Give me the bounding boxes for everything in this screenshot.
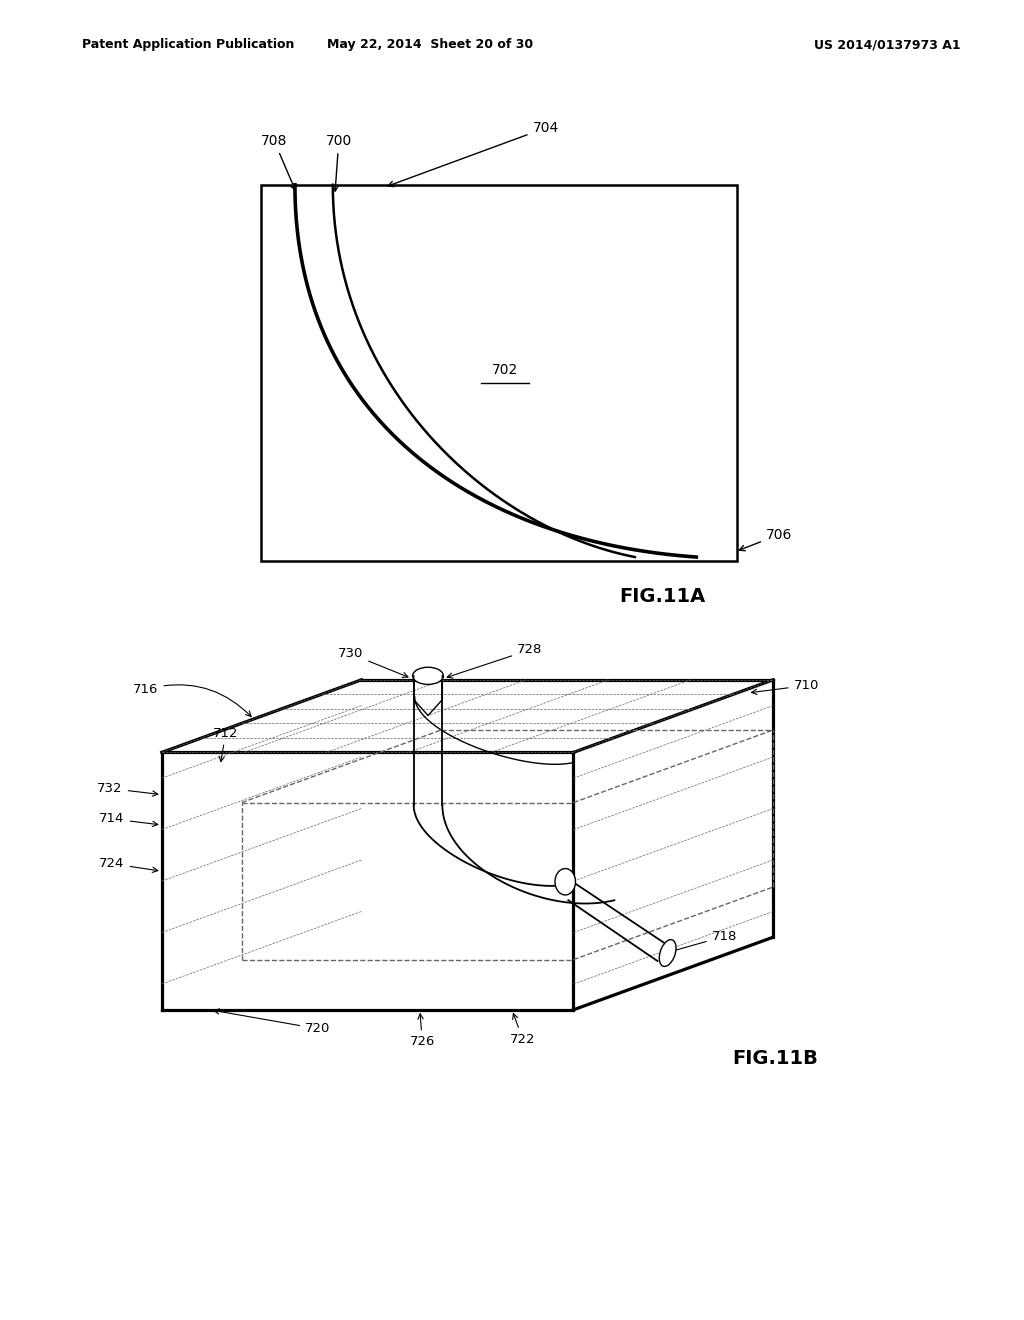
- Text: 718: 718: [670, 929, 737, 953]
- Text: 708: 708: [261, 135, 296, 190]
- Text: 714: 714: [99, 812, 158, 826]
- Text: 732: 732: [97, 781, 158, 796]
- Circle shape: [555, 869, 575, 895]
- Text: 722: 722: [510, 1014, 536, 1045]
- Text: 704: 704: [388, 121, 559, 186]
- Text: May 22, 2014  Sheet 20 of 30: May 22, 2014 Sheet 20 of 30: [327, 38, 534, 51]
- Bar: [261, 185, 737, 561]
- Text: 702: 702: [492, 363, 518, 376]
- Text: FIG.11A: FIG.11A: [620, 587, 706, 606]
- Text: Patent Application Publication: Patent Application Publication: [82, 38, 294, 51]
- Text: 724: 724: [99, 857, 158, 873]
- Text: 730: 730: [338, 647, 408, 677]
- Text: 728: 728: [447, 643, 543, 678]
- Ellipse shape: [659, 940, 676, 966]
- Ellipse shape: [413, 668, 443, 685]
- Text: 726: 726: [410, 1014, 435, 1048]
- Text: US 2014/0137973 A1: US 2014/0137973 A1: [814, 38, 961, 51]
- Text: 700: 700: [326, 135, 352, 191]
- Text: 710: 710: [752, 678, 819, 694]
- Text: 712: 712: [213, 726, 239, 762]
- Text: 720: 720: [214, 1008, 331, 1035]
- Text: 706: 706: [739, 528, 793, 550]
- Text: 716: 716: [133, 682, 251, 717]
- Text: FIG.11B: FIG.11B: [732, 1049, 818, 1068]
